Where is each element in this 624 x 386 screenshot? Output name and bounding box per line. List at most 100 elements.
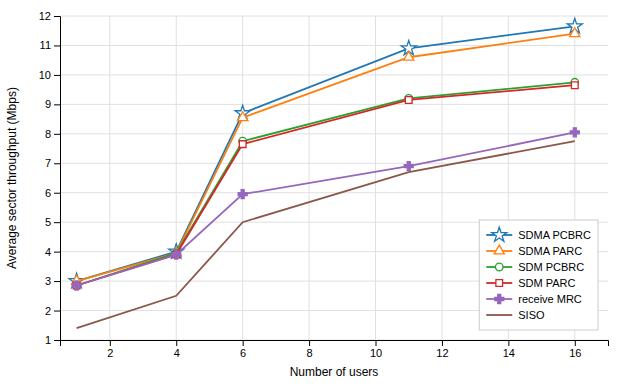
- chart: 246810121416123456789101112Number of use…: [0, 0, 624, 386]
- grid-line-y: [60, 74, 608, 75]
- legend-marker: [495, 295, 504, 304]
- y-tick-label: 9: [45, 98, 51, 110]
- series-marker: [404, 51, 414, 60]
- legend: SDMA PCBRC SDMA PARC SDM PCBRC SDM PARC rece…: [479, 220, 598, 330]
- x-tick-mark: [575, 340, 576, 346]
- series-marker: [239, 141, 246, 148]
- legend-marker: [495, 263, 503, 271]
- series-marker: [570, 28, 580, 37]
- x-tick: 10: [370, 340, 382, 359]
- series-marker: [172, 250, 181, 259]
- grid-line-y: [60, 133, 608, 134]
- y-tick: 1: [45, 334, 60, 346]
- legend-marker: [492, 227, 507, 241]
- y-tick: 8: [45, 128, 60, 140]
- legend-label: SDMA PCBRC: [518, 229, 591, 241]
- x-tick-label: 4: [174, 347, 180, 359]
- legend-item: receive MRC: [486, 293, 582, 305]
- grid-line-y: [60, 163, 608, 164]
- x-tick-label: 10: [370, 347, 382, 359]
- y-tick-label: 10: [39, 69, 51, 81]
- y-tick-label: 2: [45, 305, 51, 317]
- y-tick: 11: [40, 39, 60, 51]
- y-tick-mark: [54, 104, 60, 105]
- legend-label: SDM PCBRC: [518, 261, 584, 273]
- y-tick: 3: [45, 275, 60, 287]
- x-tick-mark: [309, 340, 310, 346]
- series-marker: [238, 190, 247, 199]
- y-tick-mark: [54, 340, 60, 341]
- x-tick: 12: [436, 340, 448, 359]
- y-axis-line: [54, 17, 61, 341]
- x-tick: 8: [307, 340, 313, 359]
- y-tick-mark: [54, 311, 60, 312]
- x-tick-mark: [110, 340, 111, 346]
- x-tick: 14: [503, 340, 515, 359]
- grid-line-x: [375, 16, 376, 340]
- y-tick-label: 1: [45, 334, 51, 346]
- series-marker: [570, 128, 579, 137]
- x-axis: 2 4 6 8 10 12 14 16: [61, 340, 609, 359]
- y-tick: 4: [45, 246, 60, 258]
- series-line: [77, 141, 575, 328]
- series-marker: [72, 281, 81, 290]
- y-tick: 9: [45, 98, 60, 110]
- x-tick-label: 6: [240, 347, 246, 359]
- grid: [60, 16, 608, 340]
- grid-line-y: [60, 45, 608, 46]
- y-tick-label: 12: [39, 10, 51, 22]
- series-marker: [238, 112, 248, 121]
- y-tick: 12: [39, 10, 60, 22]
- x-tick-mark: [176, 340, 177, 346]
- x-tick-mark: [508, 340, 509, 346]
- legend-item: SDMA PARC: [486, 245, 582, 257]
- y-tick-label: 7: [45, 157, 51, 169]
- x-tick-label: 14: [503, 347, 515, 359]
- y-axis-title: Average sector throughput (Mbps): [5, 87, 19, 269]
- y-tick-mark: [54, 281, 60, 282]
- grid-line-y: [60, 104, 608, 105]
- y-tick: 10: [39, 69, 60, 81]
- legend-item: SDMA PCBRC: [486, 227, 591, 241]
- y-tick-mark: [54, 252, 60, 253]
- x-tick-label: 16: [569, 347, 581, 359]
- y-tick: 6: [45, 187, 60, 199]
- y-tick-mark: [54, 193, 60, 194]
- y-tick: 5: [45, 216, 60, 228]
- y-tick-label: 3: [45, 275, 51, 287]
- series-marker: [405, 97, 412, 104]
- grid-line-y: [60, 192, 608, 193]
- x-tick-label: 8: [307, 347, 313, 359]
- y-tick-label: 8: [45, 128, 51, 140]
- grid-line-x: [242, 16, 243, 340]
- grid-line-x: [176, 16, 177, 340]
- y-tick-mark: [54, 134, 60, 135]
- x-tick: 6: [240, 340, 246, 359]
- series-marker: [404, 162, 413, 171]
- series-marker: [235, 105, 250, 119]
- y-tick: 7: [45, 157, 60, 169]
- x-tick-mark: [243, 340, 244, 346]
- legend-label: SDM PARC: [518, 277, 575, 289]
- legend-label: SDMA PARC: [518, 245, 582, 257]
- y-tick-label: 6: [45, 187, 51, 199]
- x-tick-label: 2: [107, 347, 113, 359]
- legend-swatch: [486, 314, 512, 316]
- grid-line-y: [60, 16, 608, 17]
- x-tick-label: 12: [436, 347, 448, 359]
- grid-line-x: [109, 16, 110, 340]
- y-tick-label: 4: [45, 246, 51, 258]
- x-tick-mark: [442, 340, 443, 346]
- series-marker: [73, 282, 81, 290]
- x-tick: 4: [174, 340, 180, 359]
- legend-item: SISO: [486, 309, 545, 321]
- y-tick-label: 5: [45, 216, 51, 228]
- legend-marker: [496, 280, 503, 287]
- y-tick-label: 11: [40, 39, 51, 51]
- x-tick: 16: [569, 340, 581, 359]
- y-tick-mark: [54, 16, 60, 17]
- y-tick-mark: [54, 222, 60, 223]
- legend-label: receive MRC: [518, 293, 582, 305]
- y-tick-mark: [54, 45, 60, 46]
- legend-item: SDM PCBRC: [486, 261, 584, 273]
